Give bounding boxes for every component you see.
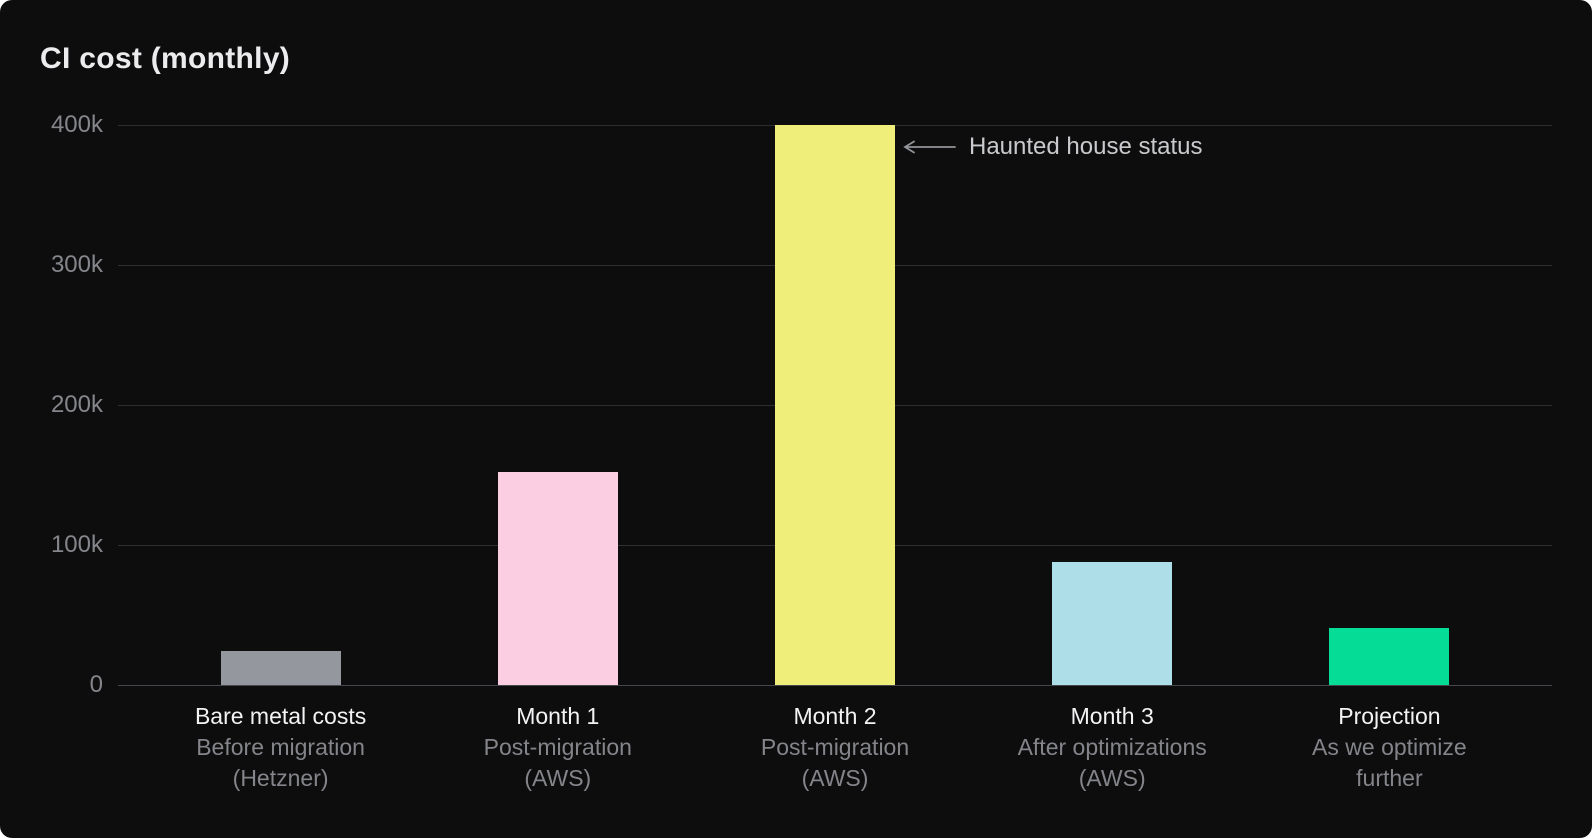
category-subtitle: Post-migration: [760, 734, 910, 760]
category-label-month-3: Month 3 After optimizations (AWS): [952, 700, 1272, 794]
y-tick-label-100k: 100k: [50, 531, 103, 558]
category-label-month-1: Month 1 Post-migration (AWS): [398, 700, 718, 794]
category-subtitle: As we optimize: [1312, 734, 1467, 760]
category-label-bare-metal-costs: Bare metal costs Before migration (Hetzner…: [121, 700, 441, 794]
bar-month-1: [497, 472, 618, 685]
category-subtitle: Post-migration: [483, 734, 632, 760]
y-tick-label-400k: 400k: [50, 111, 103, 138]
category-subtitle: (AWS): [524, 765, 592, 791]
bar-bare-metal-costs: [220, 651, 341, 685]
category-subtitle: Before migration: [196, 734, 365, 760]
x-axis-labels: Bare metal costs Before migration (Hetzner…: [118, 700, 1552, 810]
y-tick-label-200k: 200k: [50, 391, 103, 418]
chart-title: CI cost (monthly): [40, 42, 291, 75]
category-subtitle: (Hetzner): [232, 765, 329, 791]
plot-area: [118, 125, 1552, 686]
category-subtitle: (AWS): [801, 765, 869, 791]
bar-month-3: [1052, 561, 1173, 685]
category-name: Bare metal costs: [194, 703, 367, 729]
category-label-month-2: Month 2 Post-migration (AWS): [675, 700, 995, 794]
annotation: Haunted house status: [902, 133, 1203, 161]
bar-month-2: [775, 125, 895, 685]
category-subtitle: further: [1356, 765, 1423, 791]
y-axis: 400k 300k 200k 100k 0: [0, 0, 103, 838]
x-axis-baseline: [118, 685, 1552, 686]
left-arrow-icon: [903, 140, 956, 154]
y-tick-label-300k: 300k: [50, 251, 103, 278]
category-name: Month 3: [1070, 703, 1154, 729]
category-name: Projection: [1338, 703, 1441, 729]
category-subtitle: After optimizations: [1017, 734, 1207, 760]
annotation-text: Haunted house status: [969, 133, 1203, 160]
y-tick-label-0: 0: [89, 671, 103, 698]
category-name: Month 1: [516, 703, 600, 729]
category-label-projection: Projection As we optimize further: [1229, 700, 1549, 794]
category-name: Month 2: [793, 703, 877, 729]
category-subtitle: (AWS): [1078, 765, 1146, 791]
bar-projection: [1329, 627, 1450, 685]
